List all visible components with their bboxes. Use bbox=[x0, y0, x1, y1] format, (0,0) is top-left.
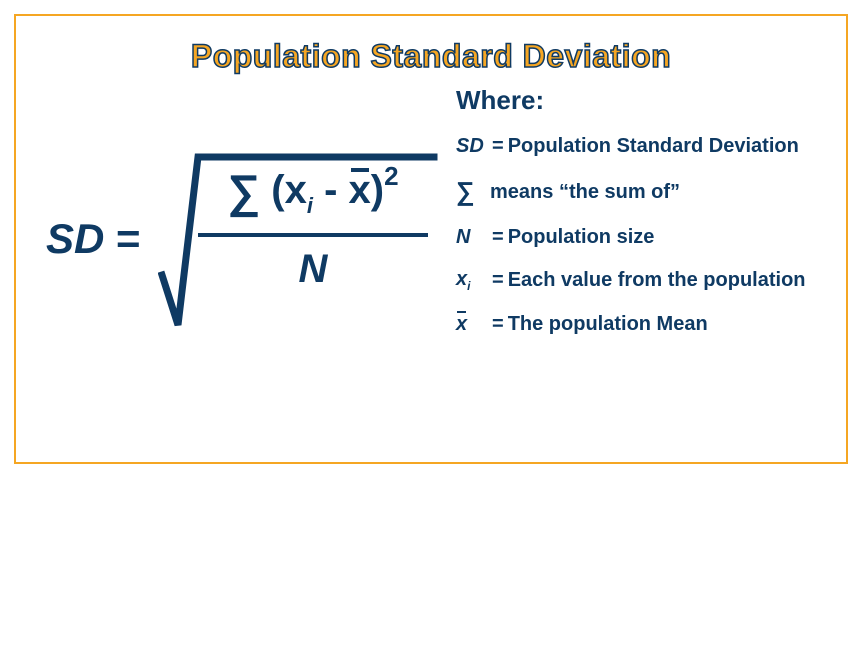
legend-eq: = bbox=[492, 268, 504, 292]
legend-desc-xi: Each value from the population bbox=[508, 268, 806, 292]
fraction: ∑ (xi - x)2 N bbox=[198, 163, 428, 292]
radical-group: ∑ (xi - x)2 N bbox=[158, 145, 438, 335]
x-bar-x: x bbox=[349, 168, 371, 212]
numerator: ∑ (xi - x)2 bbox=[198, 163, 428, 229]
legend-sym-sd: SD bbox=[456, 134, 490, 158]
legend-heading: Where: bbox=[456, 85, 836, 116]
minus-sign: - bbox=[313, 168, 349, 212]
sd-symbol: SD bbox=[46, 215, 104, 262]
legend-row-xi: xi = Each value from the population bbox=[456, 267, 836, 293]
x-bar-line bbox=[351, 168, 369, 172]
legend-row-xbar: x = The population Mean bbox=[456, 312, 836, 336]
x-bar: x bbox=[349, 170, 371, 210]
legend-row-sigma: ∑ means “the sum of” bbox=[456, 176, 836, 207]
legend-row-n: N = Population size bbox=[456, 225, 836, 249]
legend-eq: = bbox=[492, 134, 504, 158]
fraction-line bbox=[198, 233, 428, 237]
card-content: SD = ∑ (xi - x)2 N Where: SD = bbox=[16, 75, 846, 435]
legend-desc-sd: Population Standard Deviation bbox=[508, 134, 799, 158]
formula-lhs: SD = bbox=[46, 215, 141, 263]
card-title: Population Standard Deviation bbox=[16, 38, 846, 75]
close-paren: ) bbox=[371, 168, 384, 212]
legend-eq: = bbox=[492, 312, 504, 336]
legend-desc-xbar: The population Mean bbox=[508, 312, 708, 336]
x-symbol: x bbox=[285, 168, 307, 212]
denominator: N bbox=[198, 247, 428, 292]
legend-desc-sigma: means “the sum of” bbox=[490, 180, 680, 204]
legend-block: Where: SD = Population Standard Deviatio… bbox=[456, 85, 836, 354]
legend-row-sd: SD = Population Standard Deviation bbox=[456, 134, 836, 158]
legend-sym-n: N bbox=[456, 225, 490, 249]
legend-sym-sigma: ∑ bbox=[456, 176, 490, 207]
superscript-2: 2 bbox=[384, 161, 398, 191]
sigma-icon: ∑ bbox=[227, 165, 260, 217]
open-paren: ( bbox=[260, 168, 284, 212]
legend-desc-n: Population size bbox=[508, 225, 655, 249]
formula-block: SD = ∑ (xi - x)2 N bbox=[46, 145, 446, 345]
legend-eq: = bbox=[492, 225, 504, 249]
legend-sym-xi: xi bbox=[456, 267, 490, 293]
legend-sym-xbar: x bbox=[456, 312, 490, 336]
equals-sign: = bbox=[104, 215, 140, 262]
formula-card: Population Standard Deviation SD = ∑ (xi… bbox=[14, 14, 848, 464]
